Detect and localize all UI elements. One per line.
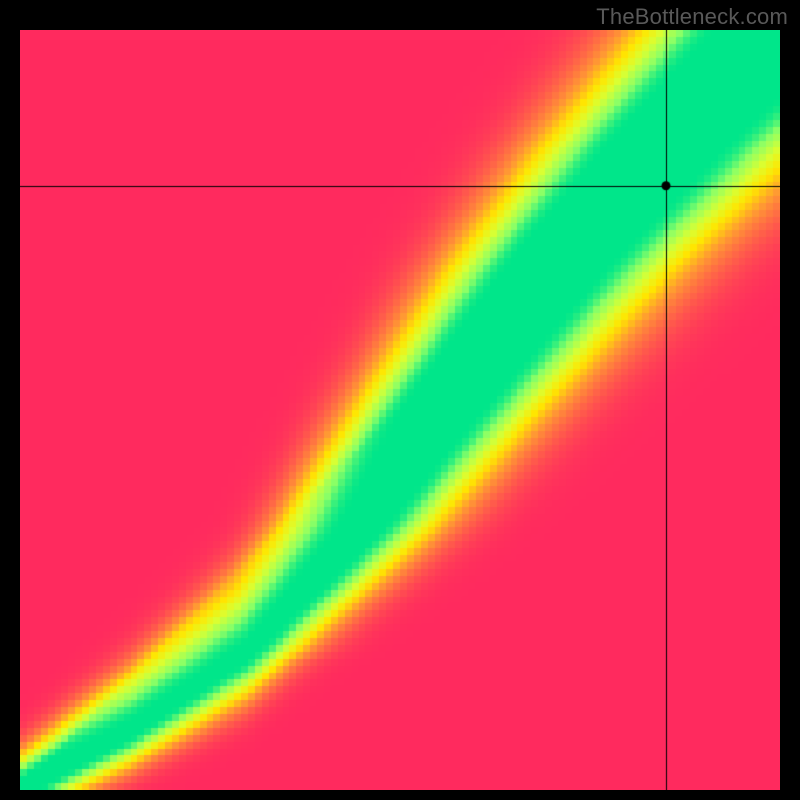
bottleneck-heatmap: [20, 30, 780, 790]
chart-container: TheBottleneck.com: [0, 0, 800, 800]
attribution-text: TheBottleneck.com: [596, 4, 788, 30]
